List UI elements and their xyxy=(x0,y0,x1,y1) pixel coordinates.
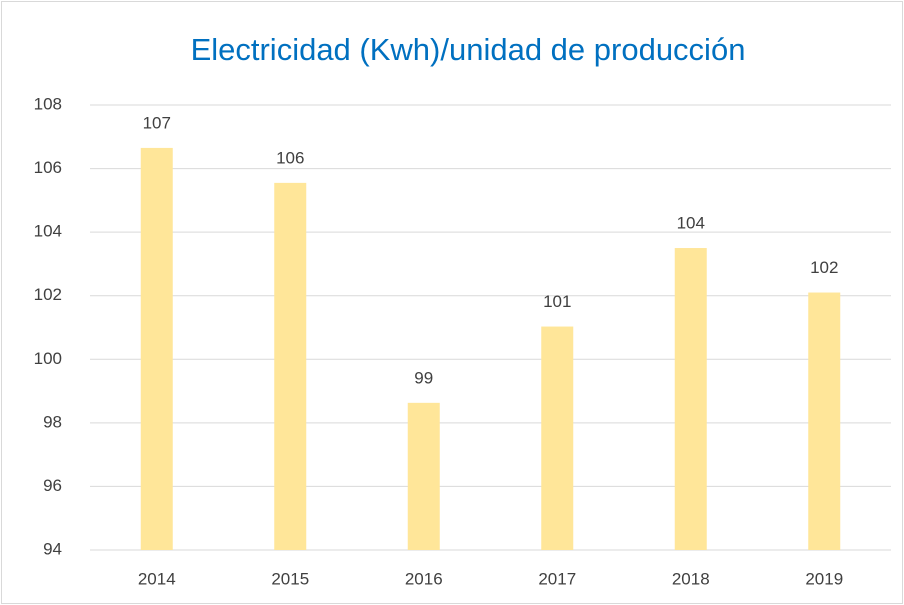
y-tick-label: 108 xyxy=(34,94,62,113)
bar xyxy=(808,292,841,550)
data-label: 104 xyxy=(677,214,705,233)
x-tick-label: 2019 xyxy=(805,569,843,588)
bar xyxy=(274,182,307,550)
y-tick-label: 98 xyxy=(43,412,62,431)
y-tick-label: 106 xyxy=(34,158,62,177)
bar xyxy=(674,248,707,551)
chart-title: Electricidad (Kwh)/unidad de producción xyxy=(191,32,746,67)
y-tick-label: 104 xyxy=(34,222,62,241)
data-label: 101 xyxy=(543,292,571,311)
y-tick-label: 100 xyxy=(34,349,62,368)
data-label: 102 xyxy=(810,258,838,277)
bar xyxy=(541,326,574,550)
y-tick-label: 96 xyxy=(43,476,62,495)
data-label: 99 xyxy=(414,368,433,387)
bar xyxy=(140,147,173,551)
x-tick-label: 2015 xyxy=(271,569,309,588)
x-tick-label: 2016 xyxy=(405,569,443,588)
x-tick-label: 2017 xyxy=(538,569,576,588)
y-tick-label: 102 xyxy=(34,285,62,304)
x-tick-label: 2018 xyxy=(672,569,710,588)
y-tick-label: 94 xyxy=(43,539,62,558)
bar xyxy=(407,402,440,550)
data-label: 106 xyxy=(276,148,304,167)
data-label: 107 xyxy=(143,113,171,132)
x-tick-label: 2014 xyxy=(138,569,176,588)
